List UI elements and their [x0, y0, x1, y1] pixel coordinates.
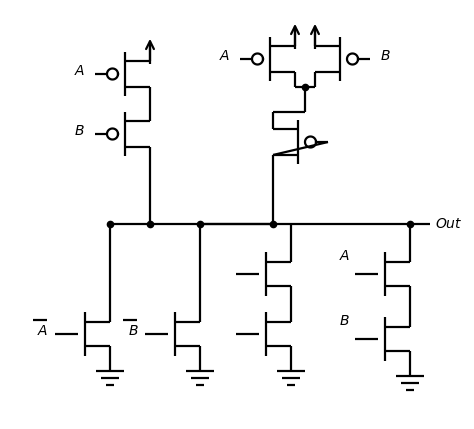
Text: $B$: $B$: [74, 124, 85, 138]
Text: $B$: $B$: [339, 314, 350, 328]
Text: $A$: $A$: [219, 49, 230, 63]
Text: $B$: $B$: [128, 324, 138, 338]
Text: $A$: $A$: [74, 64, 85, 78]
Text: $Out$: $Out$: [435, 217, 463, 231]
Text: $B$: $B$: [380, 49, 391, 63]
Text: $A$: $A$: [339, 249, 350, 263]
Text: $A$: $A$: [37, 324, 49, 338]
